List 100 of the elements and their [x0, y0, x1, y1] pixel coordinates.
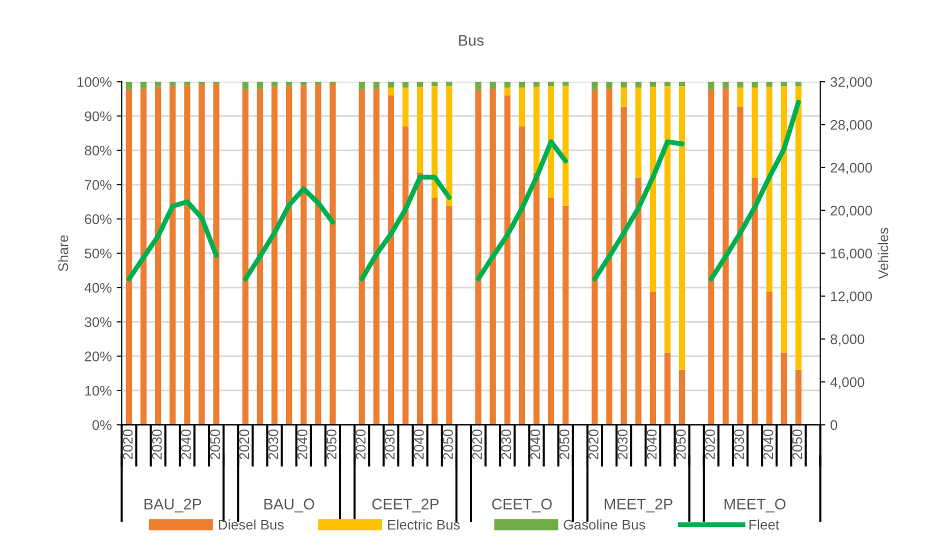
bar [752, 178, 758, 425]
bar [256, 82, 264, 89]
y2-tick-label: 24,000 [830, 162, 872, 174]
bar [533, 82, 540, 87]
bar [315, 84, 322, 425]
bar [198, 84, 205, 425]
y2-tick-label: 28,000 [830, 120, 872, 132]
bar [504, 95, 510, 425]
bar [678, 86, 686, 370]
bar [708, 82, 714, 90]
bar [126, 90, 132, 425]
bar [562, 86, 569, 206]
bar [533, 86, 540, 173]
bar [620, 106, 627, 425]
text: MEET_2P [604, 498, 672, 512]
legend-label: Diesel Bus [218, 519, 284, 530]
bar [256, 88, 264, 425]
x-tick-label: 2020 [705, 429, 715, 460]
x-tick-label: 2050 [326, 429, 336, 460]
y-tick-label: 20% [84, 352, 112, 362]
bar [315, 82, 322, 84]
y-tick-label: 60% [84, 214, 112, 224]
y-tick-label: 30% [84, 317, 112, 328]
bar [140, 82, 147, 89]
bar [518, 126, 525, 425]
bar [678, 370, 686, 425]
text: MEET_O [724, 498, 786, 512]
bar [300, 85, 307, 425]
x-tick-label: 2050 [560, 429, 570, 460]
y-tick-label: 90% [84, 111, 112, 122]
x-tick-label: 2030 [268, 429, 278, 460]
text: BAU_O [264, 498, 314, 512]
bar [417, 82, 424, 87]
bar [664, 86, 671, 353]
x-tick-label: 2040 [414, 429, 424, 460]
bar [242, 82, 248, 90]
y2-axis-title: Vehicles [878, 228, 888, 280]
bar [170, 86, 176, 425]
bar [286, 86, 292, 425]
bar [635, 178, 642, 425]
bar [402, 126, 409, 425]
bar [722, 88, 729, 425]
bar [780, 86, 787, 353]
bar [446, 82, 452, 86]
text: CEET_O [492, 498, 552, 512]
x-tick-label: 2050 [792, 429, 802, 460]
x-tick-label: 2050 [443, 429, 453, 460]
bar [432, 86, 438, 198]
x-tick-label: 2040 [181, 429, 191, 460]
bar [795, 86, 802, 370]
x-tick-label: 2050 [676, 429, 686, 460]
bar [358, 82, 365, 90]
bar [620, 82, 627, 88]
x-tick-label: 2030 [734, 429, 744, 460]
bar [475, 90, 482, 425]
y2-tick-label: 16,000 [831, 248, 872, 260]
bar [388, 88, 394, 96]
legend-label: Gasoline Bus [564, 519, 646, 530]
bar [708, 90, 714, 425]
bar [766, 86, 772, 292]
y-tick-label: 80% [84, 146, 112, 156]
bar [722, 82, 729, 89]
bar [592, 90, 598, 425]
legend-label: Electric Bus [388, 519, 460, 530]
legend-label: Fleet [750, 519, 780, 530]
bar [650, 82, 656, 87]
y2-tick-label: 20,000 [830, 206, 872, 218]
bar [373, 88, 380, 425]
x-tick-label: 2030 [152, 429, 162, 460]
bar [518, 82, 525, 88]
bar [490, 88, 496, 425]
bar [650, 292, 656, 425]
text: BAU_2P [144, 498, 202, 512]
x-tick-label: 2030 [618, 429, 628, 460]
bar [155, 86, 162, 425]
y-tick-label: 100% [78, 77, 112, 87]
x-tick-label: 2020 [122, 429, 133, 460]
bar [155, 82, 162, 87]
y-tick-label: 10% [85, 386, 112, 396]
y-tick-label: 40% [84, 282, 112, 293]
bar [417, 86, 424, 173]
bar [650, 86, 656, 292]
bar [504, 88, 510, 96]
chart-title: Bus [459, 35, 484, 46]
bar [198, 82, 205, 84]
y2-tick-label: 12,000 [831, 291, 872, 303]
x-tick-label: 2020 [356, 429, 366, 460]
bar [606, 82, 612, 89]
bar [271, 86, 278, 425]
x-tick-label: 2040 [298, 429, 308, 460]
y2-tick-label: 8,000 [830, 334, 864, 346]
bar [504, 82, 510, 88]
y2-tick-label: 0 [830, 420, 838, 430]
bar [795, 370, 802, 425]
bar [562, 82, 569, 86]
bar [126, 82, 132, 90]
bar [242, 90, 248, 425]
x-tick-label: 2050 [210, 429, 220, 460]
bar [388, 95, 394, 425]
bar [490, 82, 496, 89]
